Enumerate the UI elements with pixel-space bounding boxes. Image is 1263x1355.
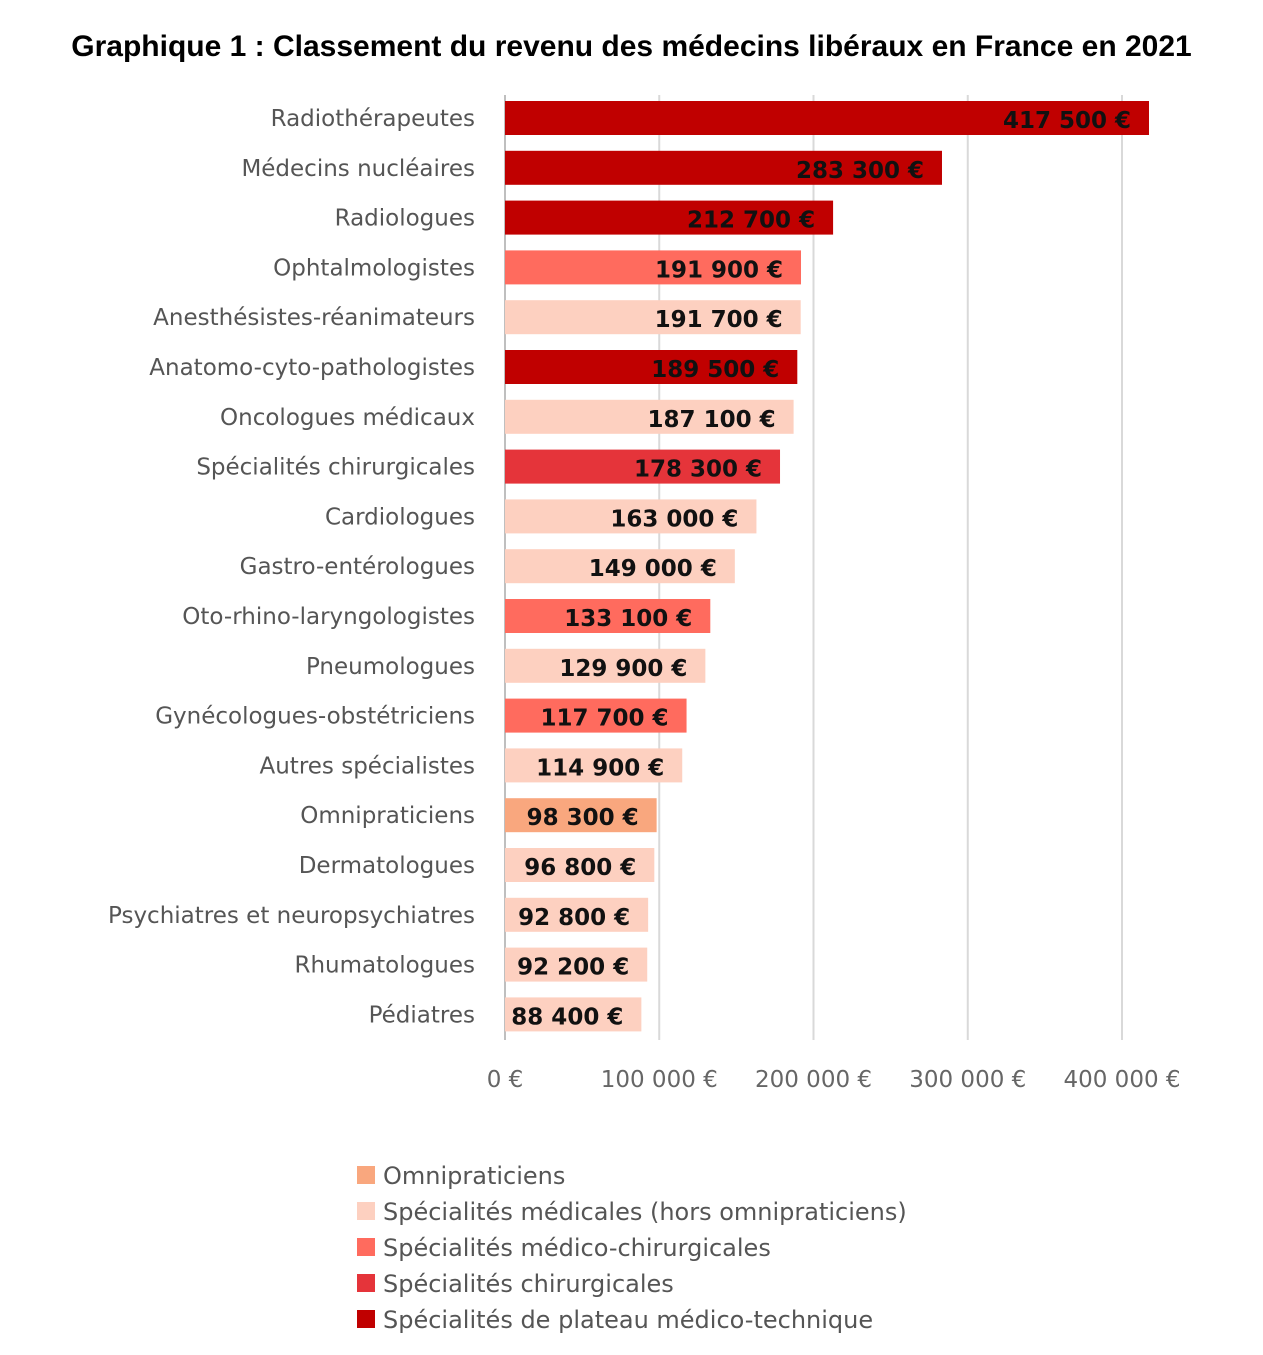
- category-label: Pédiatres: [369, 1002, 475, 1028]
- bar: [505, 549, 735, 584]
- legend-swatch: [357, 1202, 375, 1220]
- category-label: Oto-rhino-laryngologistes: [182, 604, 475, 630]
- category-label: Autres spécialistes: [259, 753, 475, 779]
- bar: [505, 848, 655, 882]
- category-label: Ophtalmologistes: [273, 255, 475, 281]
- data-label: 178 300 €: [634, 457, 762, 483]
- legend: Omnipraticiens Spécialités médicales (hor…: [357, 1162, 907, 1334]
- bar: [505, 300, 801, 335]
- legend-swatch: [357, 1238, 375, 1256]
- data-label: 96 800 €: [524, 855, 636, 881]
- category-label: Dermatologues: [299, 853, 475, 879]
- category-label: Gynécologues-obstétriciens: [155, 704, 475, 730]
- x-tick-label: 300 000 €: [909, 1067, 1026, 1093]
- legend-swatch: [357, 1274, 375, 1292]
- data-label: 191 700 €: [655, 307, 783, 333]
- category-label: Radiologues: [335, 206, 475, 232]
- bar: [505, 648, 706, 683]
- data-label: 92 200 €: [517, 955, 629, 981]
- legend-label: Spécialités de plateau médico-technique: [383, 1306, 873, 1334]
- data-label: 129 900 €: [559, 656, 687, 682]
- category-labels: Radiothérapeutes Médecins nucléaires Radio…: [108, 106, 475, 1028]
- legend-label: Spécialités chirurgicales: [383, 1270, 674, 1298]
- category-label: Pneumologues: [306, 654, 475, 680]
- category-label: Psychiatres et neuropsychiatres: [108, 903, 475, 929]
- data-label: 212 700 €: [687, 208, 815, 234]
- category-label: Radiothérapeutes: [271, 106, 475, 132]
- legend-label: Spécialités médico-chirurgicales: [383, 1234, 771, 1262]
- legend-swatch: [357, 1166, 375, 1184]
- data-label: 114 900 €: [536, 755, 664, 781]
- bar: [505, 798, 657, 833]
- bar: [505, 748, 683, 783]
- data-label: 92 800 €: [518, 905, 630, 931]
- legend-label: Omnipraticiens: [383, 1162, 565, 1190]
- data-label: 189 500 €: [651, 357, 779, 383]
- bar: [505, 250, 802, 285]
- bar: [505, 350, 798, 384]
- category-label: Rhumatologues: [295, 953, 476, 979]
- category-label: Médecins nucléaires: [241, 156, 475, 182]
- data-label: 283 300 €: [796, 158, 924, 184]
- bar: [505, 101, 1149, 135]
- bar: [505, 449, 781, 484]
- data-label: 417 500 €: [1003, 108, 1131, 134]
- data-label: 133 100 €: [564, 606, 692, 632]
- data-label: 98 300 €: [527, 805, 639, 831]
- data-label: 187 100 €: [648, 407, 776, 433]
- x-tick-label: 400 000 €: [1063, 1067, 1180, 1093]
- category-label: Oncologues médicaux: [220, 405, 475, 431]
- bar: [505, 200, 834, 235]
- data-label: 191 900 €: [655, 257, 783, 283]
- x-axis-ticks: 0 € 100 000 € 200 000 € 300 000 € 400 000 €: [487, 1067, 1181, 1093]
- data-label: 163 000 €: [610, 506, 738, 532]
- bar: [505, 997, 642, 1032]
- data-label: 117 700 €: [541, 706, 669, 732]
- category-label: Anatomo-cyto-pathologistes: [149, 355, 475, 381]
- legend-label: Spécialités médicales (hors omnipraticie…: [383, 1198, 907, 1226]
- chart-title: Graphique 1 : Classement du revenu des m…: [71, 30, 1192, 63]
- bar: [505, 947, 648, 982]
- category-label: Omnipraticiens: [300, 803, 475, 829]
- data-labels: 417 500 € 283 300 € 212 700 € 191 900 € 191 …: [511, 108, 1131, 1030]
- bar: [505, 399, 794, 434]
- bar: [505, 897, 649, 932]
- bar: [505, 150, 942, 185]
- category-label: Spécialités chirurgicales: [196, 455, 475, 481]
- x-tick-label: 0 €: [487, 1067, 524, 1093]
- category-label: Cardiologues: [325, 504, 475, 530]
- bar: [505, 499, 757, 534]
- data-label: 88 400 €: [511, 1004, 623, 1030]
- category-label: Anesthésistes-réanimateurs: [153, 305, 475, 331]
- data-label: 149 000 €: [589, 556, 717, 582]
- legend-swatch: [357, 1310, 375, 1328]
- bar: [505, 698, 687, 733]
- x-tick-label: 100 000 €: [601, 1067, 718, 1093]
- category-label: Gastro-entérologues: [240, 554, 475, 580]
- bars: [505, 101, 1149, 1032]
- bar: [505, 599, 711, 633]
- x-tick-label: 200 000 €: [755, 1067, 872, 1093]
